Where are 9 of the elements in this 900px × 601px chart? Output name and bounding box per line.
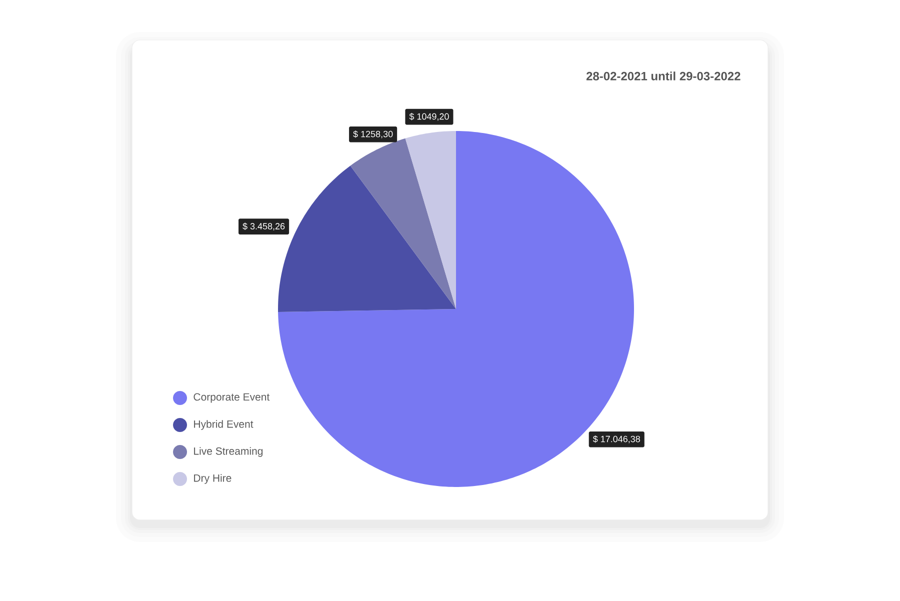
data-label: $ 1049,20 bbox=[409, 112, 449, 121]
data-label: $ 3.458,26 bbox=[242, 222, 285, 230]
legend-label: Dry Hire bbox=[194, 474, 232, 484]
chart-title: 28-02-2021 until 29-03-2022 bbox=[586, 72, 740, 80]
legend-label: Corporate Event bbox=[194, 393, 270, 403]
legend-label: Live Streaming bbox=[194, 447, 263, 457]
data-label: $ 1258,30 bbox=[353, 130, 393, 138]
data-label: $ 17.046,38 bbox=[592, 435, 640, 444]
legend-label: Hybrid Event bbox=[194, 420, 254, 430]
